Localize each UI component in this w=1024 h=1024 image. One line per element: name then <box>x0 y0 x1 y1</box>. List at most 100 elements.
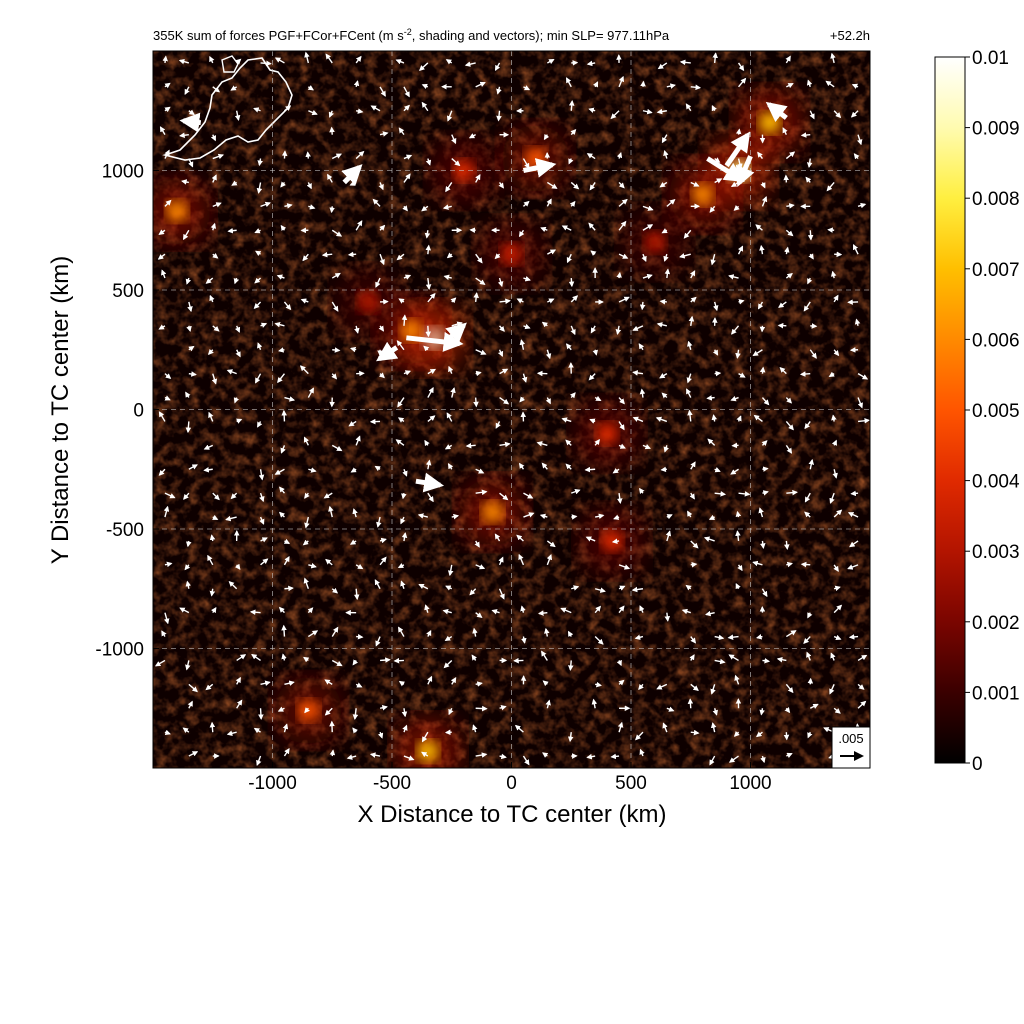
force-vector <box>638 343 645 351</box>
force-vector <box>705 610 715 617</box>
force-vector <box>615 325 622 336</box>
force-vector <box>323 492 333 499</box>
force-vector <box>164 199 172 207</box>
force-vector <box>356 633 364 640</box>
force-vector <box>164 492 176 499</box>
force-vector <box>499 325 505 332</box>
force-vector <box>761 440 768 447</box>
force-vector <box>785 151 796 160</box>
force-vector <box>639 748 645 757</box>
force-vector <box>546 554 553 566</box>
force-vector <box>829 492 835 504</box>
force-vector <box>164 106 171 113</box>
force-vector <box>231 180 238 186</box>
force-vector <box>376 516 382 528</box>
force-vector <box>427 415 436 422</box>
force-vector <box>830 270 837 279</box>
force-vector <box>714 157 721 163</box>
force-vector <box>349 539 357 545</box>
force-vector <box>274 468 285 475</box>
force-vector <box>786 83 794 89</box>
force-vector <box>402 724 408 733</box>
force-vector <box>164 82 171 89</box>
force-vector <box>307 607 314 614</box>
force-vector <box>571 585 580 591</box>
heatmap-hotspot <box>481 501 504 524</box>
force-vector <box>807 277 813 285</box>
force-vector <box>418 583 429 590</box>
force-vector <box>329 749 336 757</box>
force-vector-large <box>179 112 202 133</box>
force-vector <box>687 409 693 422</box>
force-vector <box>706 395 715 401</box>
force-vector <box>690 84 702 91</box>
force-vector <box>734 674 740 685</box>
colorbar-tick-label: 0 <box>972 754 983 775</box>
force-vector <box>570 392 576 399</box>
force-vector <box>280 445 286 454</box>
force-vector <box>157 253 166 260</box>
force-vector <box>475 612 483 618</box>
force-vector <box>735 349 741 359</box>
force-vector <box>283 748 290 757</box>
force-vector <box>325 53 333 64</box>
force-vector <box>786 203 795 209</box>
force-vector <box>498 182 504 189</box>
force-vector <box>586 753 596 760</box>
force-vector <box>569 200 576 207</box>
force-vector <box>258 708 264 720</box>
force-vector <box>595 513 605 520</box>
force-vector-large <box>522 158 557 178</box>
force-vector <box>760 182 766 189</box>
force-vector <box>735 510 742 518</box>
force-vector <box>806 79 813 88</box>
force-vector <box>730 468 739 475</box>
force-vector <box>347 251 357 258</box>
force-vector <box>689 492 695 500</box>
force-vector <box>329 206 335 214</box>
force-vector <box>664 268 671 279</box>
force-vector <box>163 505 170 518</box>
force-vector <box>710 253 716 266</box>
force-vector <box>690 561 698 568</box>
force-vector <box>808 458 815 470</box>
force-vector <box>236 699 243 709</box>
force-vector <box>518 229 525 238</box>
force-vector <box>425 158 432 166</box>
force-vector <box>659 373 668 379</box>
force-vector <box>499 753 507 760</box>
force-vector <box>800 132 811 138</box>
force-vector <box>355 150 365 160</box>
force-vector <box>208 411 214 422</box>
force-vector <box>451 134 457 145</box>
force-vector <box>377 731 384 739</box>
force-vector <box>852 244 859 255</box>
force-vector <box>233 397 240 404</box>
force-vector <box>299 365 309 375</box>
force-vector <box>451 158 461 167</box>
force-vector <box>632 370 644 376</box>
force-vector <box>235 58 242 65</box>
force-vector <box>425 244 432 255</box>
force-vector <box>447 564 454 577</box>
force-vector <box>784 246 790 255</box>
force-vector <box>833 707 841 714</box>
x-tick-label: 0 <box>506 773 517 794</box>
coastline-island <box>221 55 239 73</box>
force-vector <box>639 388 646 398</box>
x-tick-label: -500 <box>373 773 411 794</box>
force-vector <box>211 174 217 183</box>
y-tick-label: 1000 <box>102 162 144 183</box>
force-vector <box>733 730 740 737</box>
force-vector <box>568 100 575 111</box>
force-vector <box>328 110 334 118</box>
force-vector <box>662 722 668 733</box>
force-vector <box>833 604 843 614</box>
force-vector <box>278 511 285 518</box>
force-vector <box>728 654 739 662</box>
force-vector <box>594 438 600 446</box>
force-vector <box>738 372 746 378</box>
force-vector <box>427 675 433 685</box>
force-vector <box>540 226 548 233</box>
force-vector <box>847 564 859 570</box>
